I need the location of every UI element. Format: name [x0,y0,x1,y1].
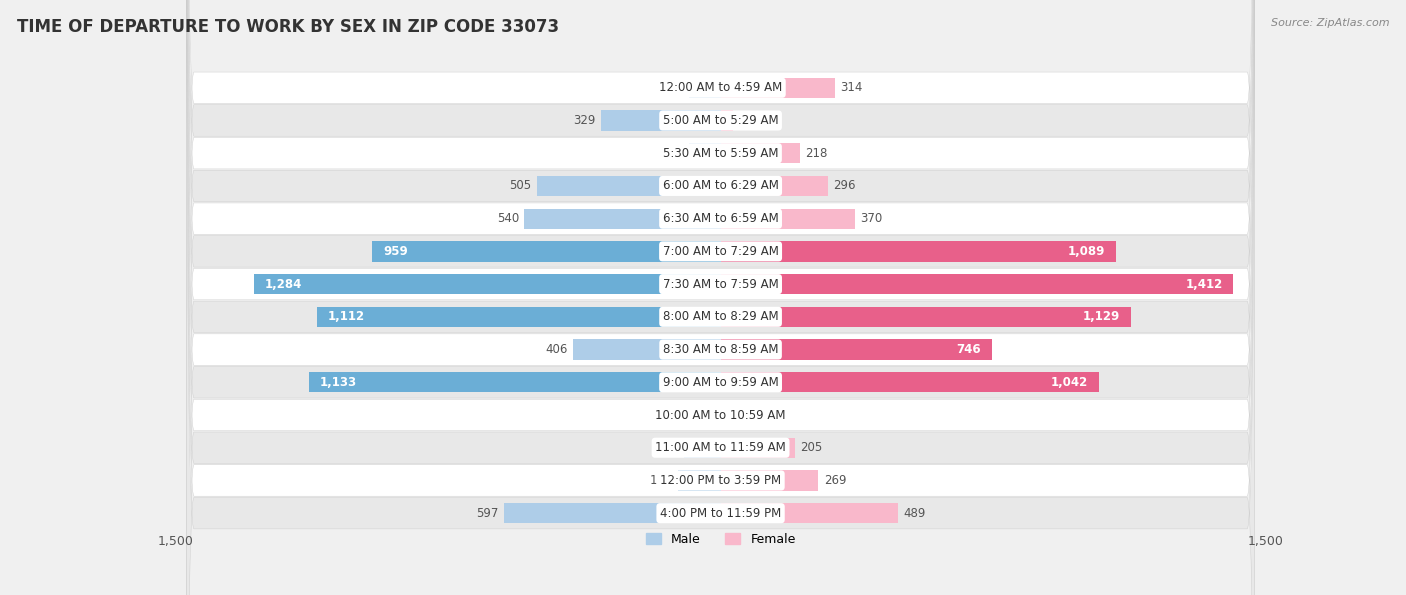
Text: 1,112: 1,112 [328,311,364,323]
Bar [678,470,721,491]
Text: 5:00 AM to 5:29 AM: 5:00 AM to 5:29 AM [662,114,779,127]
FancyBboxPatch shape [187,0,1254,595]
FancyBboxPatch shape [187,0,1254,595]
Bar [689,143,721,164]
Text: 370: 370 [860,212,883,225]
FancyBboxPatch shape [187,0,1254,595]
Bar [503,503,721,524]
Text: 540: 540 [496,212,519,225]
Text: 505: 505 [509,180,531,192]
Text: 7:30 AM to 7:59 AM: 7:30 AM to 7:59 AM [662,278,779,290]
Bar [316,306,721,327]
Bar [689,77,721,98]
Bar [524,208,721,229]
Bar [721,437,794,458]
FancyBboxPatch shape [187,0,1254,595]
Text: 90: 90 [759,409,773,421]
Text: 70: 70 [675,409,690,421]
Text: 102: 102 [655,441,678,454]
Text: 269: 269 [824,474,846,487]
Text: 314: 314 [839,82,862,94]
Bar [721,143,800,164]
Text: 1,129: 1,129 [1083,311,1119,323]
Text: 329: 329 [574,114,596,127]
FancyBboxPatch shape [187,0,1254,595]
Text: 1,042: 1,042 [1050,376,1088,389]
FancyBboxPatch shape [187,0,1254,595]
Text: 6:00 AM to 6:29 AM: 6:00 AM to 6:29 AM [662,180,779,192]
Text: 4:00 PM to 11:59 PM: 4:00 PM to 11:59 PM [659,507,782,519]
Bar [721,110,733,131]
Bar [695,405,721,425]
Bar [721,405,754,425]
Text: 34: 34 [738,114,754,127]
Text: 746: 746 [956,343,980,356]
Bar [537,176,721,196]
Bar [721,470,818,491]
Bar [373,241,721,262]
Bar [721,176,828,196]
Text: 406: 406 [546,343,568,356]
FancyBboxPatch shape [187,0,1254,595]
Text: 1,284: 1,284 [266,278,302,290]
Bar [602,110,721,131]
Bar [721,372,1099,393]
FancyBboxPatch shape [187,0,1254,595]
Text: 959: 959 [384,245,408,258]
Bar [721,241,1116,262]
Bar [309,372,721,393]
Bar [683,437,721,458]
FancyBboxPatch shape [187,0,1254,595]
Legend: Male, Female: Male, Female [641,528,800,551]
Text: 87: 87 [669,147,683,159]
Bar [721,77,835,98]
Text: 117: 117 [650,474,672,487]
Text: 8:00 AM to 8:29 AM: 8:00 AM to 8:29 AM [662,311,779,323]
Text: 1,412: 1,412 [1185,278,1223,290]
Text: 88: 88 [668,82,683,94]
Text: 12:00 PM to 3:59 PM: 12:00 PM to 3:59 PM [659,474,782,487]
Text: 9:00 AM to 9:59 AM: 9:00 AM to 9:59 AM [662,376,779,389]
Text: Source: ZipAtlas.com: Source: ZipAtlas.com [1271,18,1389,28]
FancyBboxPatch shape [187,0,1254,595]
Text: 218: 218 [806,147,828,159]
Text: 1,089: 1,089 [1067,245,1105,258]
FancyBboxPatch shape [187,0,1254,595]
Bar [721,306,1130,327]
Bar [721,208,855,229]
Text: 6:30 AM to 6:59 AM: 6:30 AM to 6:59 AM [662,212,779,225]
Text: 12:00 AM to 4:59 AM: 12:00 AM to 4:59 AM [659,82,782,94]
Text: 11:00 AM to 11:59 AM: 11:00 AM to 11:59 AM [655,441,786,454]
FancyBboxPatch shape [187,0,1254,595]
Text: 8:30 AM to 8:59 AM: 8:30 AM to 8:59 AM [662,343,779,356]
Text: 205: 205 [800,441,823,454]
Text: 597: 597 [475,507,498,519]
Text: 10:00 AM to 10:59 AM: 10:00 AM to 10:59 AM [655,409,786,421]
Text: 7:00 AM to 7:29 AM: 7:00 AM to 7:29 AM [662,245,779,258]
Text: 489: 489 [904,507,927,519]
Bar [574,339,721,360]
Text: 1,133: 1,133 [321,376,357,389]
FancyBboxPatch shape [187,0,1254,595]
Bar [254,274,721,295]
FancyBboxPatch shape [187,0,1254,595]
Text: 5:30 AM to 5:59 AM: 5:30 AM to 5:59 AM [662,147,779,159]
Bar [721,503,898,524]
Bar [721,274,1233,295]
Bar [721,339,991,360]
Text: TIME OF DEPARTURE TO WORK BY SEX IN ZIP CODE 33073: TIME OF DEPARTURE TO WORK BY SEX IN ZIP … [17,18,560,36]
Text: 296: 296 [834,180,856,192]
